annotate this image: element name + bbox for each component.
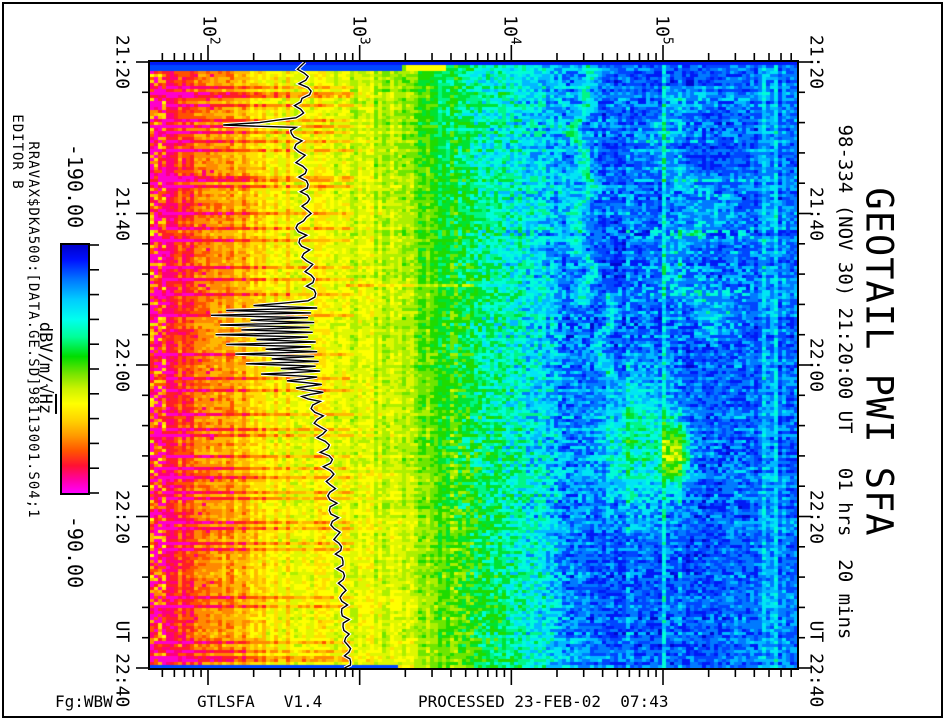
time-label-right-2220: 22:20: [805, 489, 827, 545]
colorbar-max-label: -190.00: [63, 143, 87, 229]
spectrogram-canvas: [150, 62, 797, 668]
colorbar-units-label: dBV/m/√Hz: [35, 321, 57, 415]
freq-label-1e3: 103: [348, 15, 372, 45]
plot-title: GEOTAIL PWI SFA: [857, 187, 901, 537]
colorbar: [60, 243, 90, 495]
colorbar-min-label: -90.00: [63, 515, 87, 589]
time-label-left-2200: 22:00: [111, 337, 133, 393]
fg-mode-label: Fg:WBW: [55, 692, 113, 711]
time-label-left-2240: UT 22:40: [111, 620, 133, 708]
freq-label-1e4: 104: [499, 15, 523, 45]
processed-timestamp: PROCESSED 23-FEB-02 07:43: [418, 692, 669, 711]
time-label-right-2120: 21:20: [805, 34, 827, 90]
plot-subtitle: 98-334 (NOV 30) 21:20:00 UT 01 hrs 20 mi…: [834, 124, 856, 640]
time-label-right-2140: 21:40: [805, 186, 827, 242]
program-version-label: GTLSFA V1.4: [197, 692, 323, 711]
editor-label: EDITOR B: [9, 114, 25, 190]
time-label-right-2240: UT 22:40: [805, 620, 827, 708]
time-label-left-2120: 21:20: [111, 34, 133, 90]
freq-label-1e5: 105: [651, 15, 675, 45]
time-label-right-2200: 22:00: [805, 337, 827, 393]
time-label-left-2140: 21:40: [111, 186, 133, 242]
spectrogram-plot-area: [148, 60, 799, 670]
freq-label-1e2: 102: [198, 15, 222, 45]
time-label-left-2220: 22:20: [111, 489, 133, 545]
